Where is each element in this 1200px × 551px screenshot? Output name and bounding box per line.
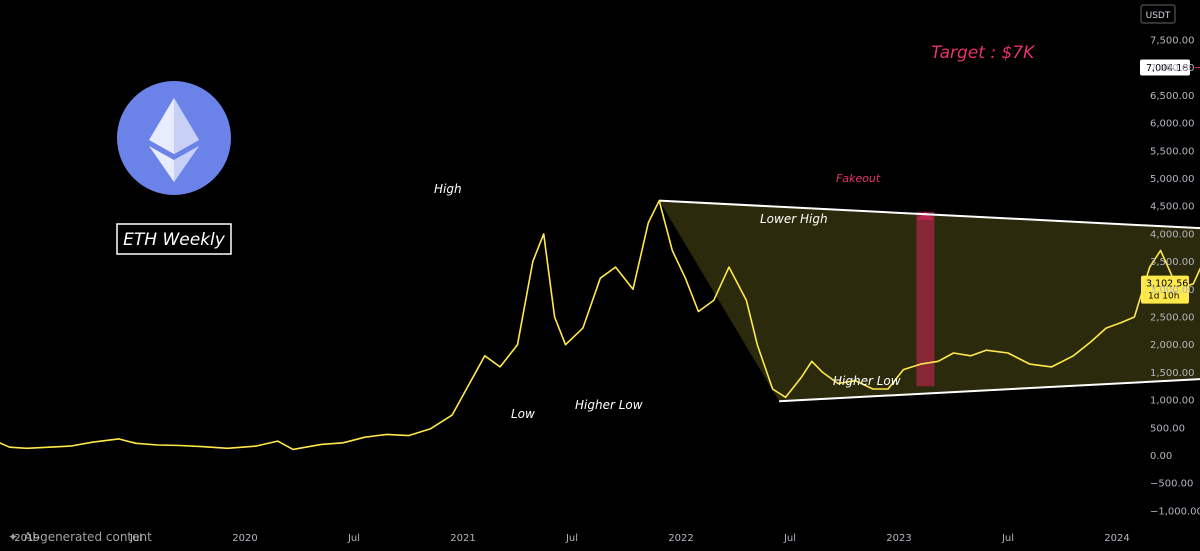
current-price-badge[interactable] [1141, 275, 1189, 304]
chart-title: ETH Weekly [123, 230, 226, 250]
label-low: Low [511, 407, 535, 421]
y-tick-label: 6,500.00 [1150, 91, 1195, 102]
current-price-countdown: 1d 10h [1148, 292, 1179, 302]
x-tick-label: Jul [347, 533, 360, 544]
y-tick-label: 7,000.00 [1150, 63, 1195, 74]
label-lower-high: Lower High [760, 212, 828, 226]
y-tick-label: 4,500.00 [1150, 202, 1195, 213]
trendline-upper [659, 199, 1200, 230]
watermark-text: AI-generated content [24, 530, 152, 544]
x-tick-label: 2021 [450, 533, 475, 544]
ethereum-logo [117, 81, 231, 195]
y-tick-label: 4,000.00 [1150, 229, 1195, 240]
x-tick-label: Jul [129, 533, 142, 544]
watermark-icon: ✦ [8, 530, 18, 544]
target-price-badge[interactable] [1140, 59, 1190, 76]
currency-label: USDT [1146, 11, 1171, 21]
x-tick-label: 2020 [232, 533, 257, 544]
y-tick-label: 0.00 [1150, 451, 1172, 462]
title-box [116, 223, 232, 255]
y-tick-label: 2,500.00 [1150, 313, 1195, 324]
y-tick-label: 3,500.00 [1150, 257, 1195, 268]
x-tick-label: 2022 [668, 533, 693, 544]
label-higher-low-2: Higher Low [833, 374, 901, 388]
y-tick-label: 7,500.00 [1150, 36, 1195, 47]
currency-box[interactable] [1140, 4, 1176, 24]
trendline-lower [779, 378, 1200, 403]
up-arrow-icon [916, 211, 935, 220]
y-tick-label: 5,500.00 [1150, 146, 1195, 157]
y-tick-label: 1,000.00 [1150, 396, 1195, 407]
x-tick-label: 2024 [1104, 533, 1129, 544]
label-higher-low-1: Higher Low [575, 398, 643, 412]
y-tick-label: 1,500.00 [1150, 368, 1195, 379]
x-tick-label: 2019 [14, 533, 39, 544]
breakout-band-2023 [916, 211, 935, 387]
y-tick-label: −1,000.00 [1150, 506, 1200, 517]
eth-price-line[interactable] [0, 199, 1200, 451]
y-tick-label: 3,000.00 [1150, 285, 1195, 296]
x-tick-label: 2023 [886, 533, 911, 544]
current-price-value: 3,102.56 [1146, 279, 1188, 290]
x-tick-label: Jul [1001, 533, 1014, 544]
label-target: Target : $7K [931, 43, 1036, 63]
target-price-value: 7,004.18 [1146, 63, 1188, 74]
y-tick-label: −500.00 [1150, 479, 1193, 490]
label-high: High [434, 182, 462, 196]
y-tick-label: 6,000.00 [1150, 119, 1195, 130]
y-tick-label: 2,000.00 [1150, 340, 1195, 351]
x-tick-label: Jul [565, 533, 578, 544]
y-tick-label: 500.00 [1150, 423, 1185, 434]
x-tick-label: Jul [783, 533, 796, 544]
y-tick-label: 5,000.00 [1150, 174, 1195, 185]
label-fakeout: Fakeout [836, 172, 881, 185]
